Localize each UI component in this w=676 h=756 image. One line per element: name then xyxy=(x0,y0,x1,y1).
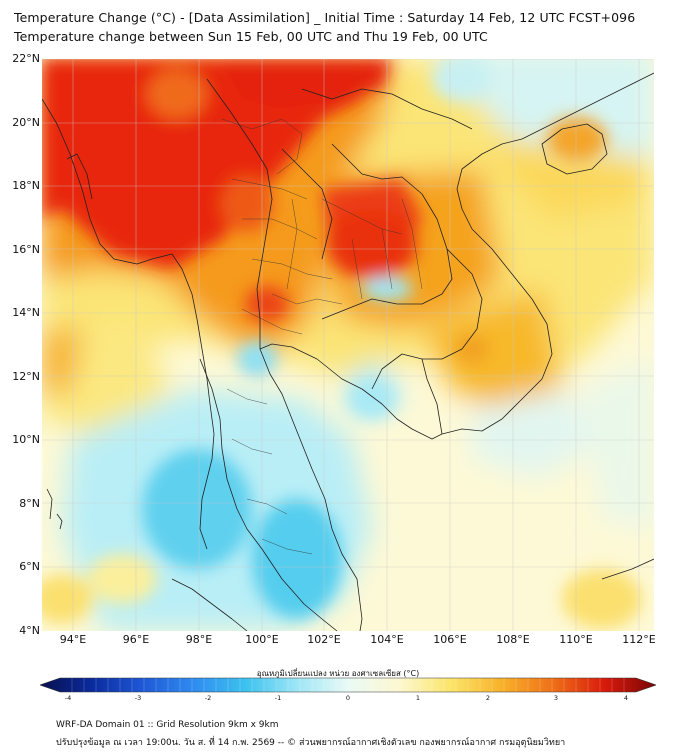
lat-label-10: 10°N xyxy=(12,433,40,446)
lon-label-98: 98°E xyxy=(185,633,213,646)
province-borders xyxy=(221,118,423,555)
map-svg xyxy=(42,59,654,631)
colorbar-tick-m3: -3 xyxy=(134,694,142,702)
lat-label-6: 6°N xyxy=(19,560,40,573)
lon-label-100: 100°E xyxy=(245,633,279,646)
lat-label-20: 20°N xyxy=(12,116,40,129)
footer-update-info: ปรับปรุงข้อมูล ณ เวลา 19:00น. วัน ส. ที่… xyxy=(56,738,566,748)
colorbar-bar xyxy=(40,677,656,693)
colorbar-tick-1: 1 xyxy=(415,694,421,702)
temperature-change-map xyxy=(42,59,654,631)
lat-label-12: 12°N xyxy=(12,370,40,383)
lat-label-14: 14°N xyxy=(12,306,40,319)
colorbar-tick-2: 2 xyxy=(485,694,491,702)
colorbar xyxy=(40,677,656,693)
lat-label-8: 8°N xyxy=(19,497,40,510)
lon-label-112: 112°E xyxy=(622,633,656,646)
map-title-line1: Temperature Change (°C) - [Data Assimila… xyxy=(14,10,636,25)
lon-label-96: 96°E xyxy=(122,633,150,646)
lat-label-22: 22°N xyxy=(12,52,40,65)
colorbar-title: อุณหภูมิเปลี่ยนแปลง หน่วย องศาเซลเซียส (… xyxy=(256,669,420,678)
lon-label-106: 106°E xyxy=(433,633,467,646)
lon-label-102: 102°E xyxy=(307,633,341,646)
lat-label-16: 16°N xyxy=(12,243,40,256)
colorbar-tick-m2: -2 xyxy=(204,694,212,702)
coastlines xyxy=(42,72,654,631)
lon-label-104: 104°E xyxy=(370,633,404,646)
lon-label-94: 94°E xyxy=(59,633,87,646)
colorbar-tick-m4: -4 xyxy=(64,694,72,702)
temperature-field-cores xyxy=(42,59,642,629)
footer-model-info: WRF-DA Domain 01 :: Grid Resolution 9km … xyxy=(56,720,279,730)
lon-label-108: 108°E xyxy=(496,633,530,646)
lat-label-4: 4°N xyxy=(19,624,40,637)
lat-label-18: 18°N xyxy=(12,179,40,192)
colorbar-tick-3: 3 xyxy=(553,694,559,702)
graticule xyxy=(42,59,654,631)
colorbar-tick-0: 0 xyxy=(345,694,351,702)
map-title-line2: Temperature change between Sun 15 Feb, 0… xyxy=(14,29,488,44)
lon-label-110: 110°E xyxy=(559,633,593,646)
colorbar-tick-4: 4 xyxy=(623,694,629,702)
colorbar-tick-m1: -1 xyxy=(274,694,282,702)
